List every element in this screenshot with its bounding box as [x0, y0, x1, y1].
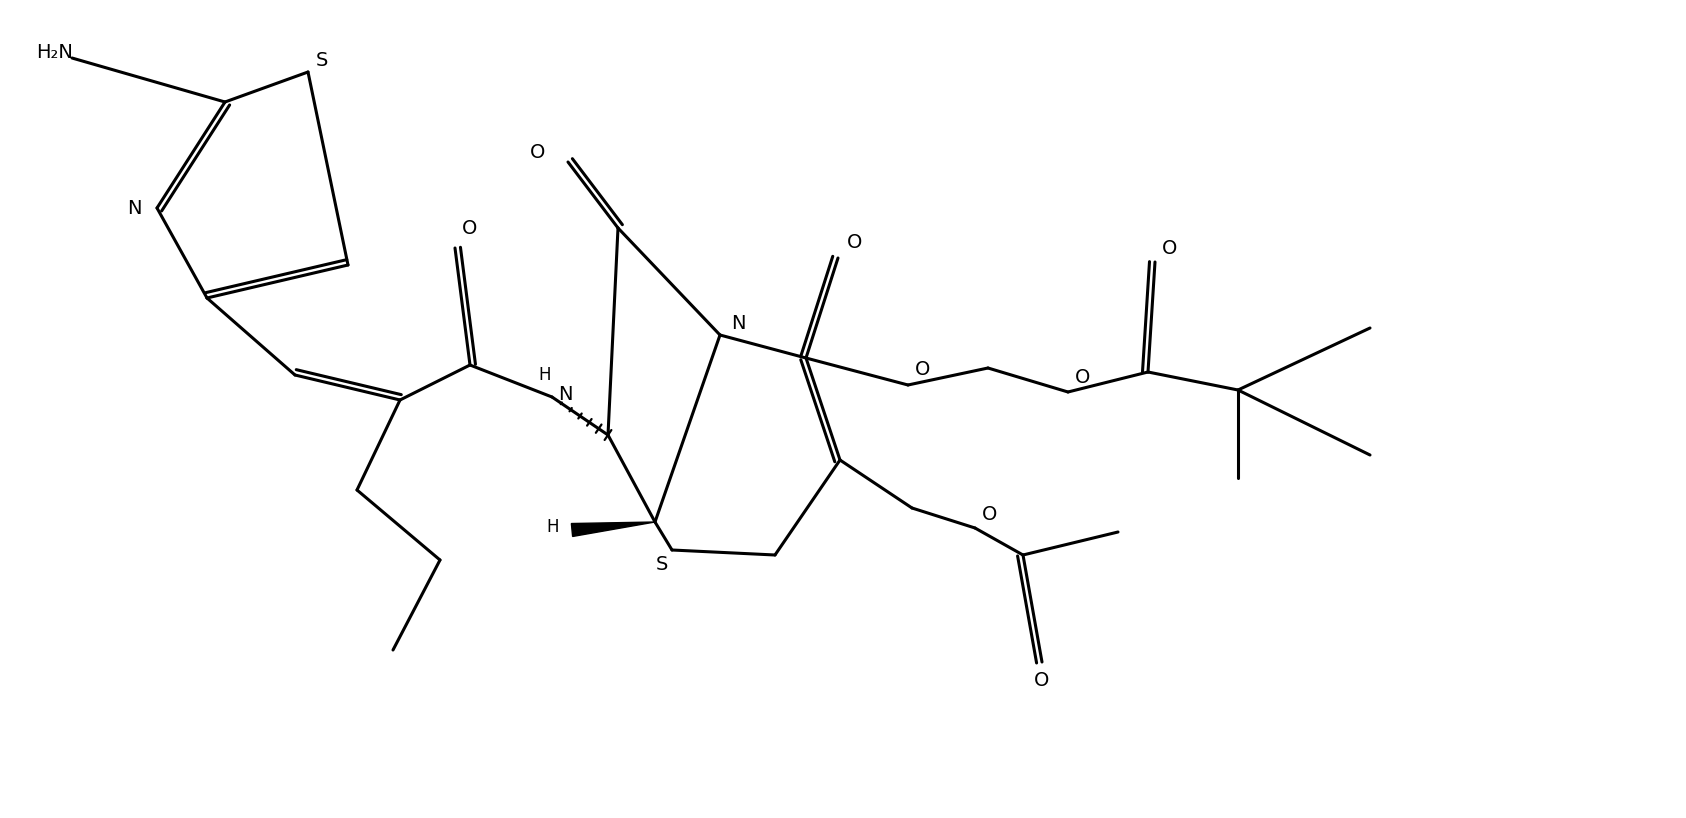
- Text: H: H: [546, 518, 560, 536]
- Text: O: O: [531, 142, 546, 161]
- Text: S: S: [315, 51, 329, 70]
- Text: O: O: [1076, 367, 1091, 386]
- Text: H₂N: H₂N: [37, 43, 74, 61]
- Text: N: N: [126, 199, 142, 218]
- Text: H: H: [540, 366, 551, 384]
- Text: O: O: [1162, 239, 1179, 258]
- Text: O: O: [1034, 671, 1050, 690]
- Text: N: N: [730, 313, 745, 332]
- Text: N: N: [558, 385, 572, 404]
- Polygon shape: [572, 522, 654, 537]
- Text: O: O: [462, 218, 477, 237]
- Text: O: O: [848, 233, 863, 253]
- Text: O: O: [983, 505, 998, 524]
- Text: S: S: [656, 555, 668, 574]
- Text: O: O: [915, 361, 931, 380]
